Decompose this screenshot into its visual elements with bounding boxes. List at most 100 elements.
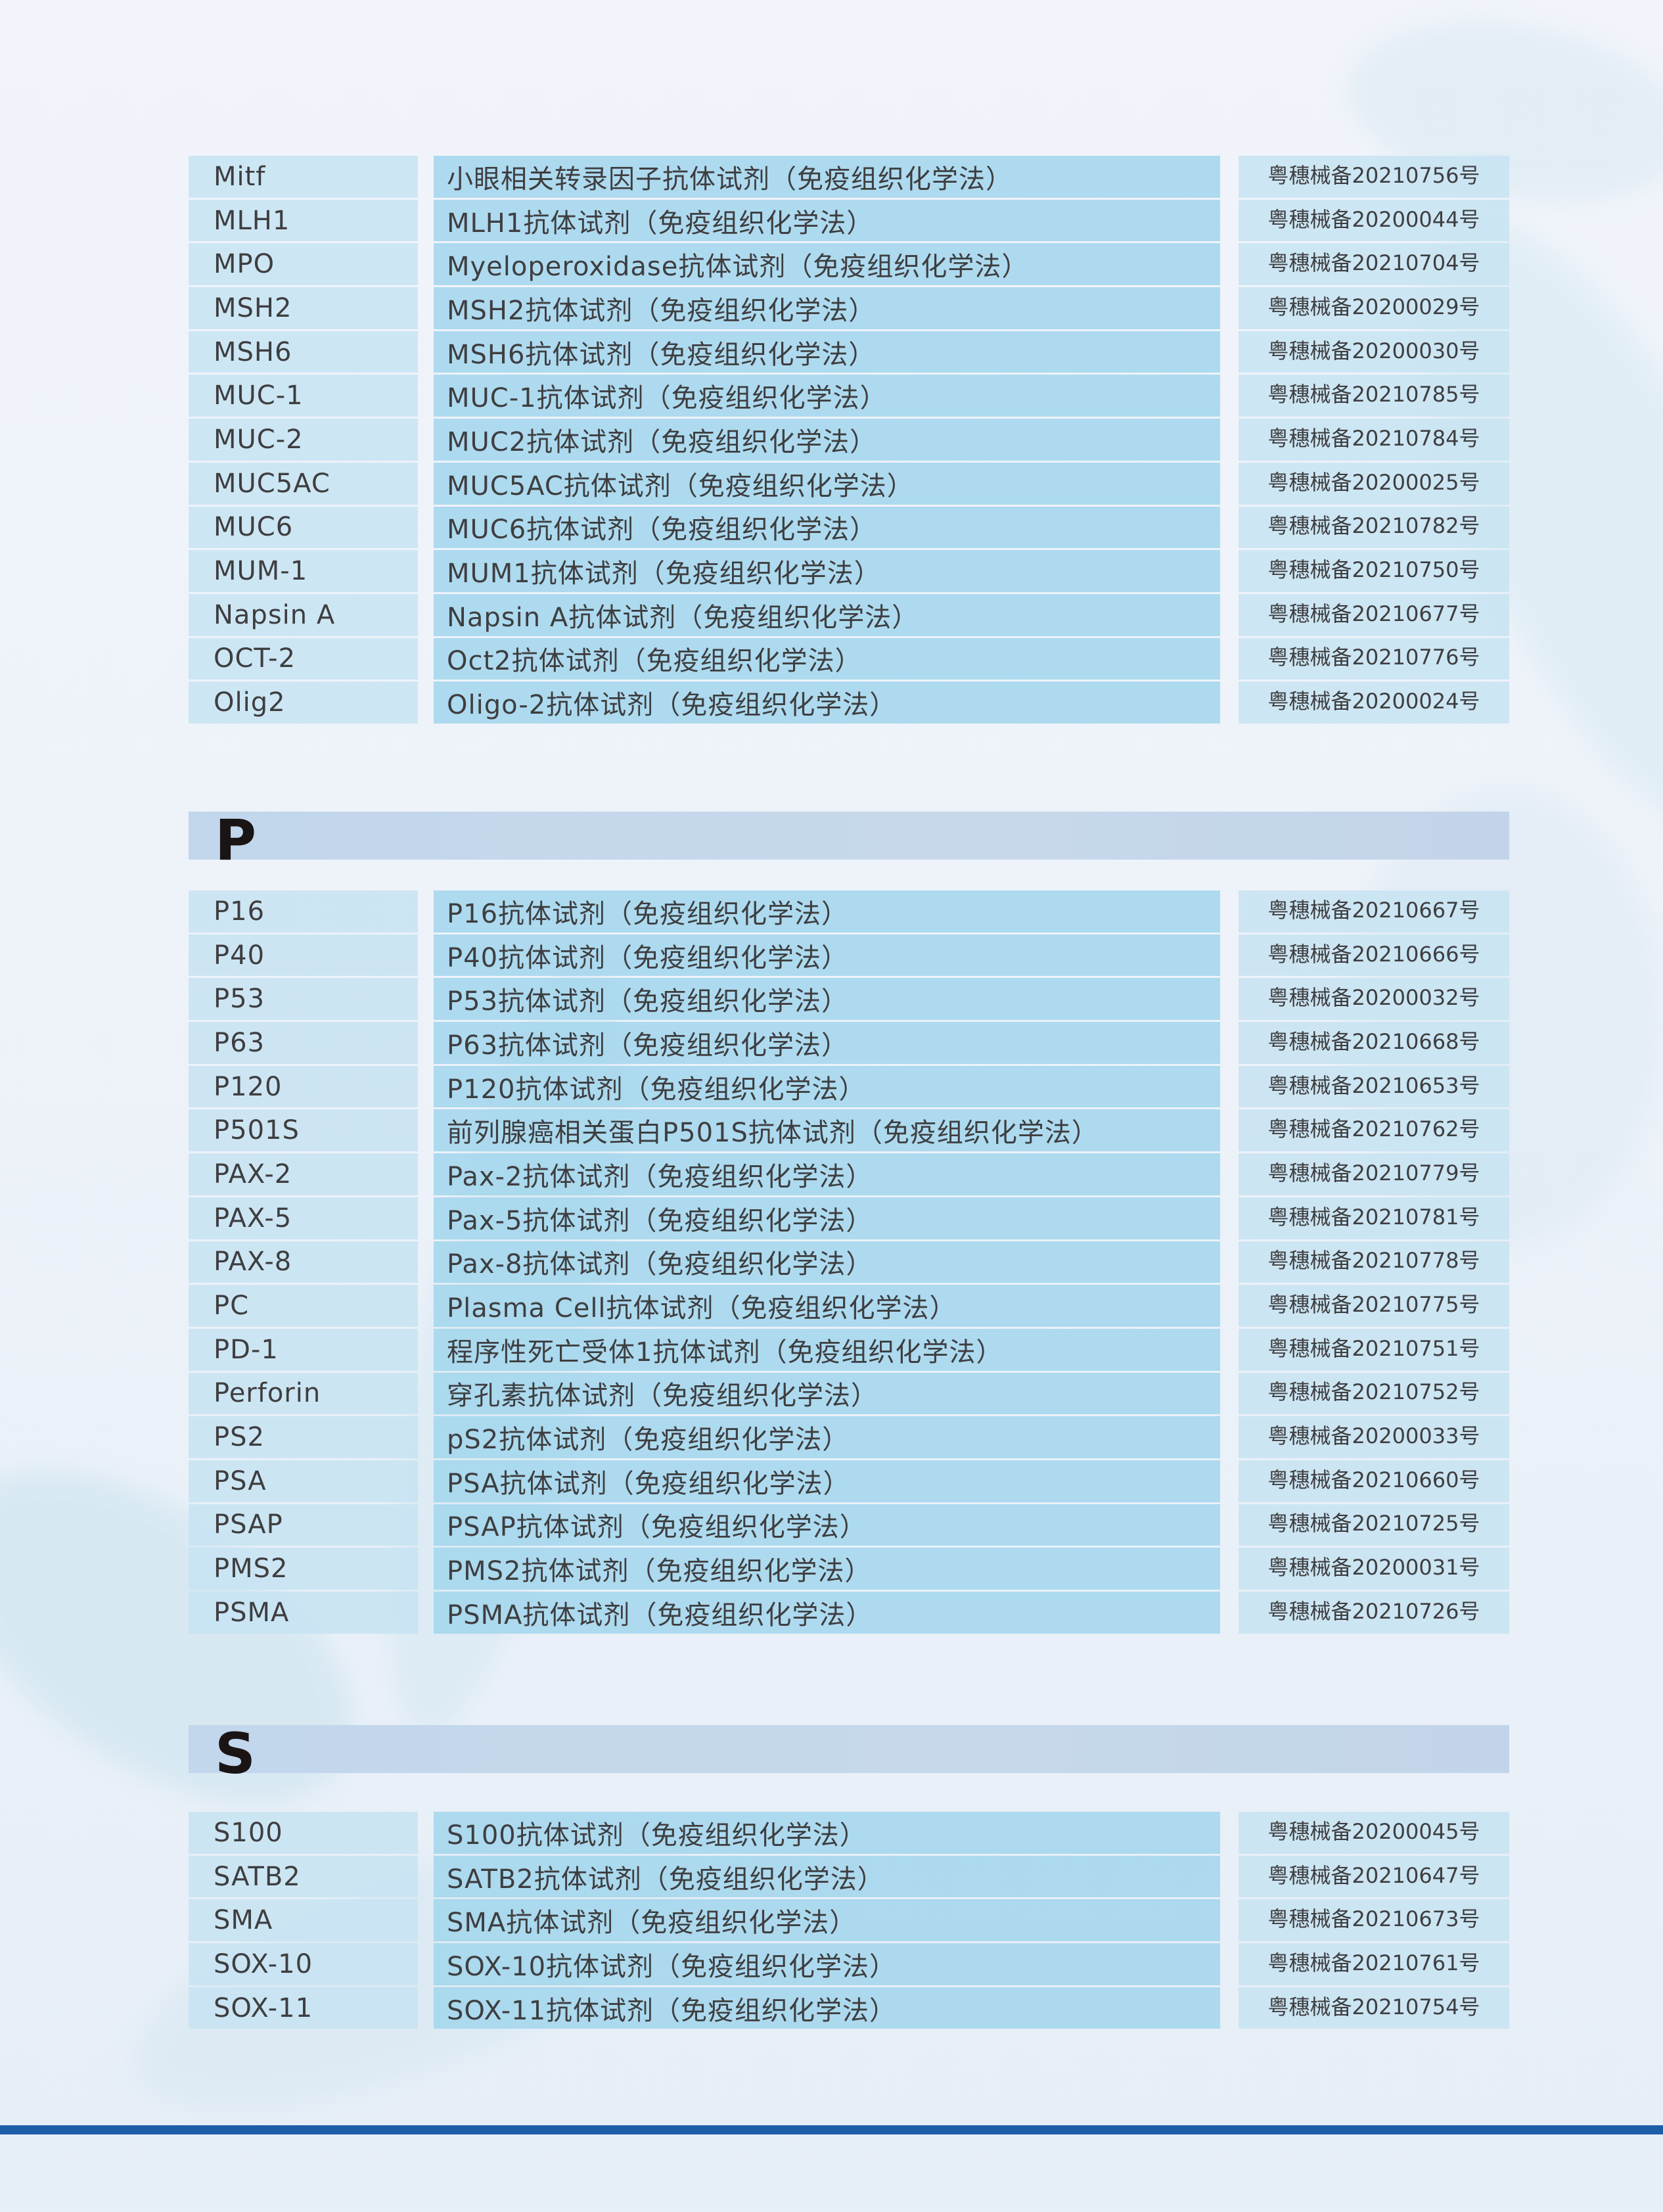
- product-name: P120抗体试剂（免疫组织化学法）: [434, 1065, 1220, 1108]
- product-name: SOX-11抗体试剂（免疫组织化学法）: [434, 1987, 1220, 2029]
- product-code: SMA: [189, 1899, 418, 1942]
- table-row: PS2 pS2抗体试剂（免疫组织化学法） 粤穗械备20200033号: [189, 1416, 1509, 1460]
- table-row: PD-1 程序性死亡受体1抗体试剂（免疫组织化学法） 粤穗械备20210751号: [189, 1328, 1509, 1373]
- product-name: PMS2抗体试剂（免疫组织化学法）: [434, 1548, 1220, 1590]
- product-code: MSH2: [189, 287, 418, 329]
- registration-number: 粤穗械备20210667号: [1239, 890, 1509, 933]
- table-row: PAX-8 Pax-8抗体试剂（免疫组织化学法） 粤穗械备20210778号: [189, 1241, 1509, 1285]
- table-row: SOX-11 SOX-11抗体试剂（免疫组织化学法） 粤穗械备20210754号: [189, 1987, 1509, 2031]
- product-name: Myeloperoxidase抗体试剂（免疫组织化学法）: [434, 243, 1220, 286]
- table-row: Perforin 穿孔素抗体试剂（免疫组织化学法） 粤穗械备20210752号: [189, 1372, 1509, 1417]
- table-row: MSH6 MSH6抗体试剂（免疫组织化学法） 粤穗械备20200030号: [189, 331, 1509, 375]
- product-name: pS2抗体试剂（免疫组织化学法）: [434, 1416, 1220, 1458]
- table-row: P120 P120抗体试剂（免疫组织化学法） 粤穗械备20210653号: [189, 1065, 1509, 1110]
- product-name: MLH1抗体试剂（免疫组织化学法）: [434, 199, 1220, 242]
- product-code: PMS2: [189, 1548, 418, 1590]
- product-code: PS2: [189, 1416, 418, 1458]
- product-name: P53抗体试剂（免疫组织化学法）: [434, 978, 1220, 1021]
- product-code: MUC-2: [189, 419, 418, 461]
- table-row: P53 P53抗体试剂（免疫组织化学法） 粤穗械备20200032号: [189, 978, 1509, 1022]
- section-header-s: S: [189, 1721, 1509, 1787]
- registration-number: 粤穗械备20200029号: [1239, 287, 1509, 329]
- registration-number: 粤穗械备20210752号: [1239, 1372, 1509, 1415]
- table-row: MPO Myeloperoxidase抗体试剂（免疫组织化学法） 粤穗械备20210…: [189, 243, 1509, 287]
- product-code: PSA: [189, 1460, 418, 1502]
- registration-number: 粤穗械备20210756号: [1239, 156, 1509, 198]
- product-name: S100抗体试剂（免疫组织化学法）: [434, 1812, 1220, 1854]
- table-row: MLH1 MLH1抗体试剂（免疫组织化学法） 粤穗械备20200044号: [189, 199, 1509, 244]
- table-row: MUC6 MUC6抗体试剂（免疫组织化学法） 粤穗械备20210782号: [189, 506, 1509, 551]
- table-row: PSA PSA抗体试剂（免疫组织化学法） 粤穗械备20210660号: [189, 1460, 1509, 1504]
- registration-number: 粤穗械备20210677号: [1239, 593, 1509, 636]
- product-code: PSMA: [189, 1592, 418, 1634]
- product-name: MSH6抗体试剂（免疫组织化学法）: [434, 331, 1220, 373]
- product-name: PSMA抗体试剂（免疫组织化学法）: [434, 1592, 1220, 1634]
- product-name: P16抗体试剂（免疫组织化学法）: [434, 890, 1220, 933]
- registration-number: 粤穗械备20210726号: [1239, 1592, 1509, 1634]
- product-name: SATB2抗体试剂（免疫组织化学法）: [434, 1855, 1220, 1898]
- product-code: P63: [189, 1022, 418, 1064]
- product-code: MUC5AC: [189, 462, 418, 505]
- section-letter: P: [215, 808, 257, 873]
- product-name: SMA抗体试剂（免疫组织化学法）: [434, 1899, 1220, 1942]
- table-row: PSMA PSMA抗体试剂（免疫组织化学法） 粤穗械备20210726号: [189, 1592, 1509, 1636]
- product-name: Plasma Cell抗体试剂（免疫组织化学法）: [434, 1285, 1220, 1327]
- table-row: PMS2 PMS2抗体试剂（免疫组织化学法） 粤穗械备20200031号: [189, 1548, 1509, 1592]
- product-code: MPO: [189, 243, 418, 286]
- footer-accent-line: [0, 2125, 1663, 2134]
- registration-number: 粤穗械备20200024号: [1239, 681, 1509, 724]
- table-row: SMA SMA抗体试剂（免疫组织化学法） 粤穗械备20210673号: [189, 1899, 1509, 1943]
- table-row: MUM-1 MUM1抗体试剂（免疫组织化学法） 粤穗械备20210750号: [189, 550, 1509, 594]
- registration-number: 粤穗械备20200045号: [1239, 1812, 1509, 1854]
- table-row: Olig2 Oligo-2抗体试剂（免疫组织化学法） 粤穗械备20200024号: [189, 681, 1509, 726]
- product-code: SOX-10: [189, 1943, 418, 1985]
- product-name: P40抗体试剂（免疫组织化学法）: [434, 934, 1220, 977]
- registration-number: 粤穗械备20210668号: [1239, 1022, 1509, 1064]
- registration-number: 粤穗械备20210762号: [1239, 1109, 1509, 1152]
- product-code: P120: [189, 1065, 418, 1108]
- product-name: 前列腺癌相关蛋白P501S抗体试剂（免疫组织化学法）: [434, 1109, 1220, 1152]
- registration-number: 粤穗械备20210781号: [1239, 1197, 1509, 1239]
- product-code: SATB2: [189, 1855, 418, 1898]
- section-header-p: P: [189, 808, 1509, 873]
- table-row: S100 S100抗体试剂（免疫组织化学法） 粤穗械备20200045号: [189, 1812, 1509, 1856]
- registration-number: 粤穗械备20210647号: [1239, 1855, 1509, 1898]
- product-name: Napsin A抗体试剂（免疫组织化学法）: [434, 593, 1220, 636]
- product-name: MUC-1抗体试剂（免疫组织化学法）: [434, 375, 1220, 417]
- product-name: 穿孔素抗体试剂（免疫组织化学法）: [434, 1372, 1220, 1415]
- table-row: P40 P40抗体试剂（免疫组织化学法） 粤穗械备20210666号: [189, 934, 1509, 979]
- table-row: MSH2 MSH2抗体试剂（免疫组织化学法） 粤穗械备20200029号: [189, 287, 1509, 331]
- product-name: PSAP抗体试剂（免疫组织化学法）: [434, 1504, 1220, 1546]
- table-row: Napsin A Napsin A抗体试剂（免疫组织化学法） 粤穗械备2021067…: [189, 593, 1509, 638]
- table-row: MUC-1 MUC-1抗体试剂（免疫组织化学法） 粤穗械备20210785号: [189, 375, 1509, 419]
- product-code: P501S: [189, 1109, 418, 1152]
- product-code: P40: [189, 934, 418, 977]
- registration-number: 粤穗械备20210673号: [1239, 1899, 1509, 1942]
- product-name: Oligo-2抗体试剂（免疫组织化学法）: [434, 681, 1220, 724]
- product-code: OCT-2: [189, 637, 418, 680]
- table-row: PAX-5 Pax-5抗体试剂（免疫组织化学法） 粤穗械备20210781号: [189, 1197, 1509, 1241]
- product-code: SOX-11: [189, 1987, 418, 2029]
- product-code: MUC6: [189, 506, 418, 549]
- registration-number: 粤穗械备20200030号: [1239, 331, 1509, 373]
- product-name: MUC5AC抗体试剂（免疫组织化学法）: [434, 462, 1220, 505]
- registration-number: 粤穗械备20200031号: [1239, 1548, 1509, 1590]
- registration-number: 粤穗械备20200025号: [1239, 462, 1509, 505]
- registration-number: 粤穗械备20210754号: [1239, 1987, 1509, 2029]
- product-name: MUC2抗体试剂（免疫组织化学法）: [434, 419, 1220, 461]
- product-code: PD-1: [189, 1328, 418, 1371]
- registration-number: 粤穗械备20200033号: [1239, 1416, 1509, 1458]
- product-table-p: P16 P16抗体试剂（免疫组织化学法） 粤穗械备20210667号 P40 P40抗体…: [189, 890, 1509, 1636]
- registration-number: 粤穗械备20210666号: [1239, 934, 1509, 977]
- registration-number: 粤穗械备20210704号: [1239, 243, 1509, 286]
- product-name: P63抗体试剂（免疫组织化学法）: [434, 1022, 1220, 1064]
- registration-number: 粤穗械备20210778号: [1239, 1241, 1509, 1283]
- product-code: PSAP: [189, 1504, 418, 1546]
- product-name: PSA抗体试剂（免疫组织化学法）: [434, 1460, 1220, 1502]
- product-code: S100: [189, 1812, 418, 1854]
- table-row: PSAP PSAP抗体试剂（免疫组织化学法） 粤穗械备20210725号: [189, 1504, 1509, 1548]
- product-code: P53: [189, 978, 418, 1021]
- product-name: Pax-5抗体试剂（免疫组织化学法）: [434, 1197, 1220, 1239]
- product-name: 程序性死亡受体1抗体试剂（免疫组织化学法）: [434, 1328, 1220, 1371]
- product-code: Napsin A: [189, 593, 418, 636]
